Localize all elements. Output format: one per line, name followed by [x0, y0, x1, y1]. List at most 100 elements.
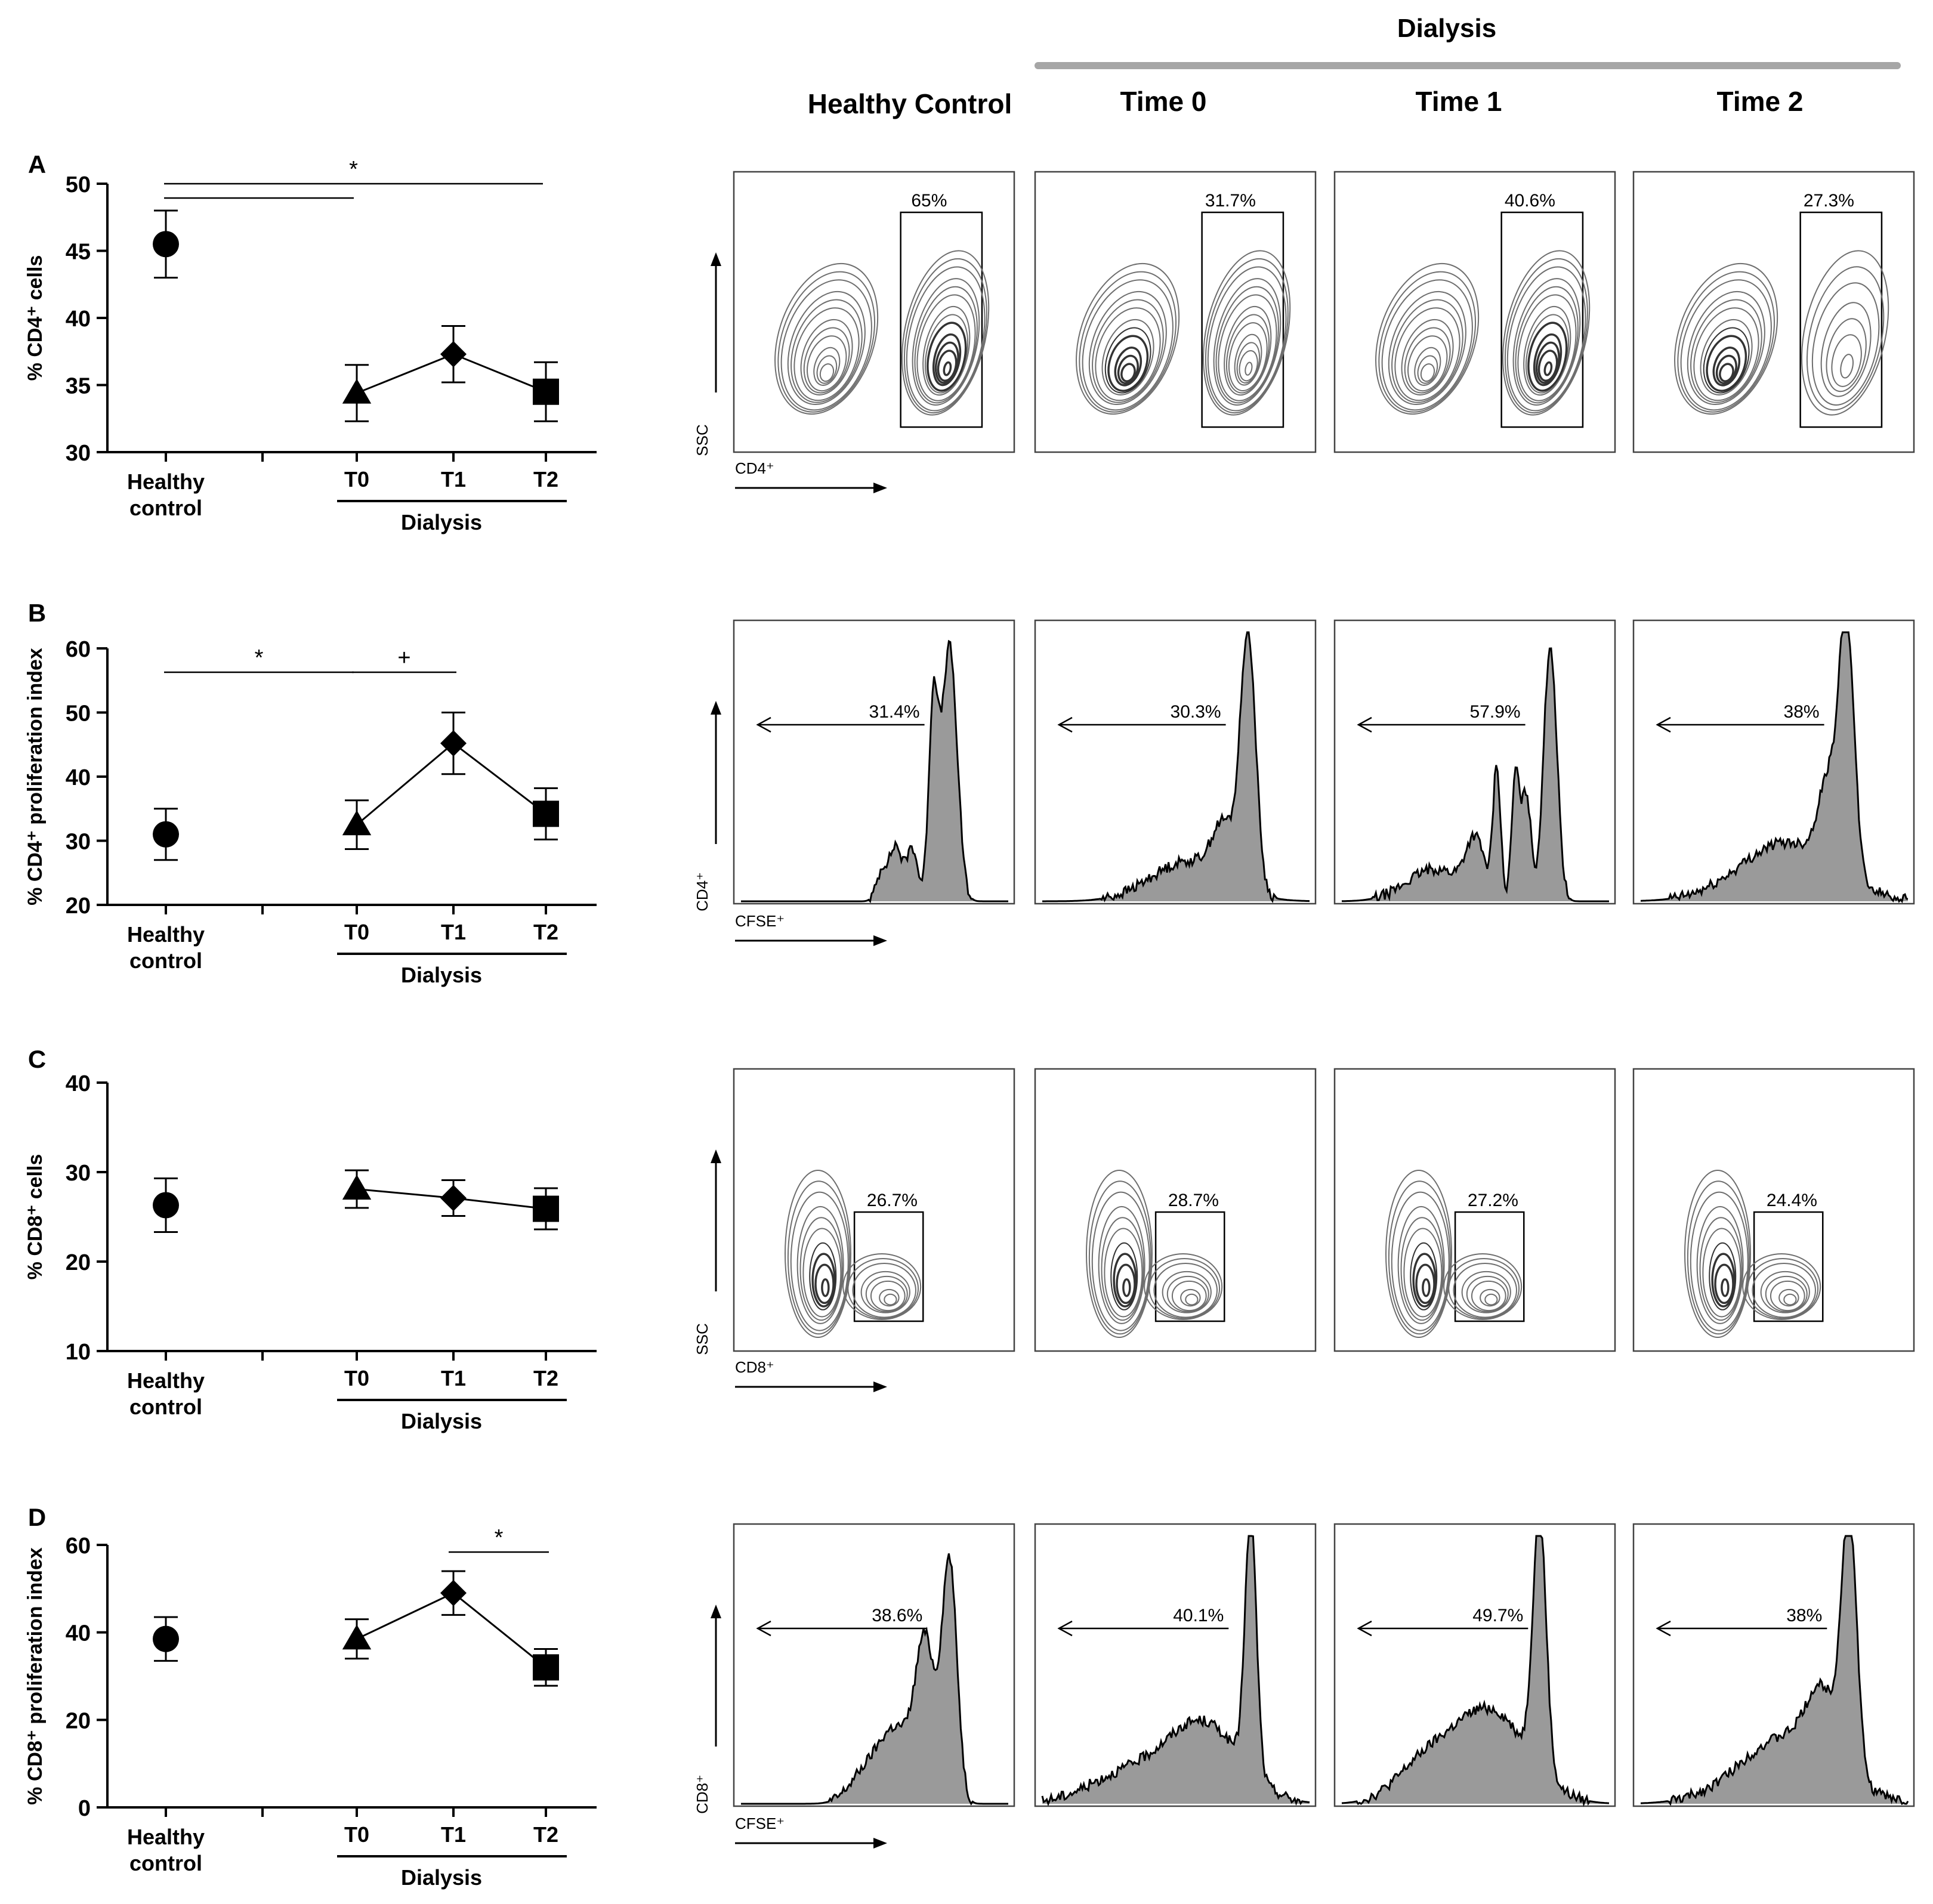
- contour-ring: [1752, 1262, 1816, 1318]
- contour-ring: [1417, 355, 1438, 384]
- contour-ring: [1535, 341, 1560, 384]
- contour-ring: [803, 327, 850, 394]
- contour-ring: [1088, 1180, 1151, 1335]
- scatter-panel-C: C 10 20 30 40 % CD8⁺ cells Healthy control T0 T1 T…: [24, 1045, 597, 1433]
- contour-ring: [1375, 262, 1480, 415]
- gate-box: [1201, 211, 1284, 428]
- y-tick-label: 45: [66, 240, 91, 265]
- contour-ring: [1218, 294, 1277, 401]
- contour-ring: [1533, 333, 1563, 387]
- contour-ring: [1101, 319, 1154, 395]
- flow-y-axis-label: SSC: [693, 1323, 711, 1355]
- contour-ring: [790, 1191, 849, 1331]
- column-header: Healthy Control: [808, 88, 1012, 119]
- gate-arrowhead: [1357, 1620, 1372, 1637]
- contour-ring: [925, 314, 968, 394]
- contour-ring: [1117, 354, 1139, 385]
- gate-arrowhead: [756, 716, 771, 733]
- panel-letter: D: [28, 1503, 46, 1531]
- contour-ring: [1687, 290, 1765, 406]
- contour-ring: [1215, 286, 1279, 404]
- contour-ring: [914, 286, 978, 404]
- contour-ring: [1709, 1242, 1737, 1310]
- contour-ring: [1677, 271, 1775, 413]
- contour-ring: [1101, 1217, 1144, 1321]
- data-point-square: [533, 800, 559, 827]
- y-tick-label: 40: [66, 1071, 91, 1096]
- flow-x-arrowhead: [873, 483, 887, 493]
- contour-ring: [1079, 271, 1177, 413]
- contour-ring: [1831, 334, 1862, 387]
- flow-y-axis-label: SSC: [693, 424, 711, 456]
- column-header: Time 1: [1416, 86, 1502, 117]
- data-point-triangle: [342, 378, 372, 404]
- flow-y-arrowhead: [711, 701, 721, 715]
- contour-ring: [1700, 319, 1753, 395]
- contour-ring: [1820, 302, 1872, 397]
- contour-ring: [903, 258, 987, 414]
- gate-percentage: 49.7%: [1472, 1606, 1523, 1625]
- flow-plot-D-flow-3: 38%: [1632, 1523, 1915, 1807]
- contour-ring: [1517, 294, 1577, 401]
- gate-arrowhead: [1656, 716, 1671, 733]
- category-label: T0: [344, 1822, 369, 1847]
- gate-percentage: 40.1%: [1173, 1606, 1224, 1625]
- contour-ring: [1684, 1170, 1751, 1338]
- contour-ring: [787, 1180, 850, 1335]
- gate-box: [1799, 211, 1883, 428]
- contour-ring: [1082, 279, 1174, 411]
- histogram-fill: [1342, 648, 1609, 901]
- contour-ring: [1113, 1253, 1137, 1308]
- flow-row-A-flow: SSC CD4⁺ 65% 31.7% 40.6% 27.3%: [693, 171, 1915, 493]
- contour-ring: [1527, 322, 1568, 392]
- contour-ring: [814, 1263, 835, 1305]
- contour-ring: [1714, 1263, 1734, 1305]
- data-point-square: [533, 1654, 559, 1681]
- scatter-panel-D: D 0 20 40 60 % CD8⁺ proliferation index Health…: [24, 1503, 597, 1890]
- contour-ring: [1120, 363, 1136, 382]
- contour-ring: [1415, 1263, 1435, 1305]
- contour-ring: [1180, 1288, 1201, 1307]
- contour-ring: [842, 1253, 922, 1320]
- contour-ring: [852, 1262, 916, 1318]
- contour-ring: [1515, 286, 1579, 404]
- gate-percentage: 38%: [1784, 702, 1820, 722]
- contour-ring: [1228, 322, 1268, 392]
- gate-arrowhead: [756, 1620, 771, 1637]
- contour-ring: [1719, 363, 1734, 382]
- contour-ring: [1404, 327, 1451, 394]
- gate-arrowhead: [1057, 1620, 1073, 1637]
- gate-arrowhead: [1357, 716, 1372, 733]
- histogram-outline: [1341, 1535, 1610, 1807]
- dialysis-series-line: [356, 742, 546, 826]
- contour-ring: [1205, 258, 1289, 414]
- contour-ring: [1765, 1275, 1808, 1312]
- contour-ring: [1414, 347, 1441, 386]
- histogram-outline: [1640, 1535, 1909, 1806]
- contour-ring: [1110, 1242, 1138, 1310]
- contour-ring: [799, 1217, 843, 1321]
- contour-ring: [809, 1242, 837, 1310]
- flow-x-axis-label: CD4⁺: [735, 459, 774, 477]
- contour-ring: [1742, 1253, 1821, 1320]
- contour-ring: [1690, 1191, 1749, 1331]
- significance-label: *: [495, 1525, 504, 1550]
- contour-ring: [1422, 1278, 1431, 1297]
- histogram-fill: [1641, 632, 1908, 901]
- significance-label: +: [397, 645, 410, 670]
- flow-y-axis-label: CD8⁺: [693, 1775, 711, 1814]
- flow-x-arrowhead: [873, 1381, 887, 1392]
- panel-letter: A: [28, 150, 46, 178]
- gate-arrowhead: [1656, 1620, 1671, 1637]
- column-header: Time 0: [1120, 86, 1207, 117]
- gate-box: [853, 1211, 924, 1322]
- contour-ring: [1760, 1271, 1810, 1313]
- contour-ring: [1840, 354, 1854, 379]
- contour-ring: [787, 290, 866, 406]
- y-tick-label: 40: [66, 1621, 91, 1646]
- contour-ring: [1687, 1180, 1750, 1335]
- scatter-panel-A: A 30 35 40 45 50 % CD4⁺ cells Healthy control T0 T…: [24, 150, 597, 534]
- contour-ring: [821, 1278, 830, 1297]
- category-label-healthy-control: Healthy control: [127, 1825, 205, 1875]
- y-axis-label: % CD8⁺ proliferation index: [24, 1547, 47, 1805]
